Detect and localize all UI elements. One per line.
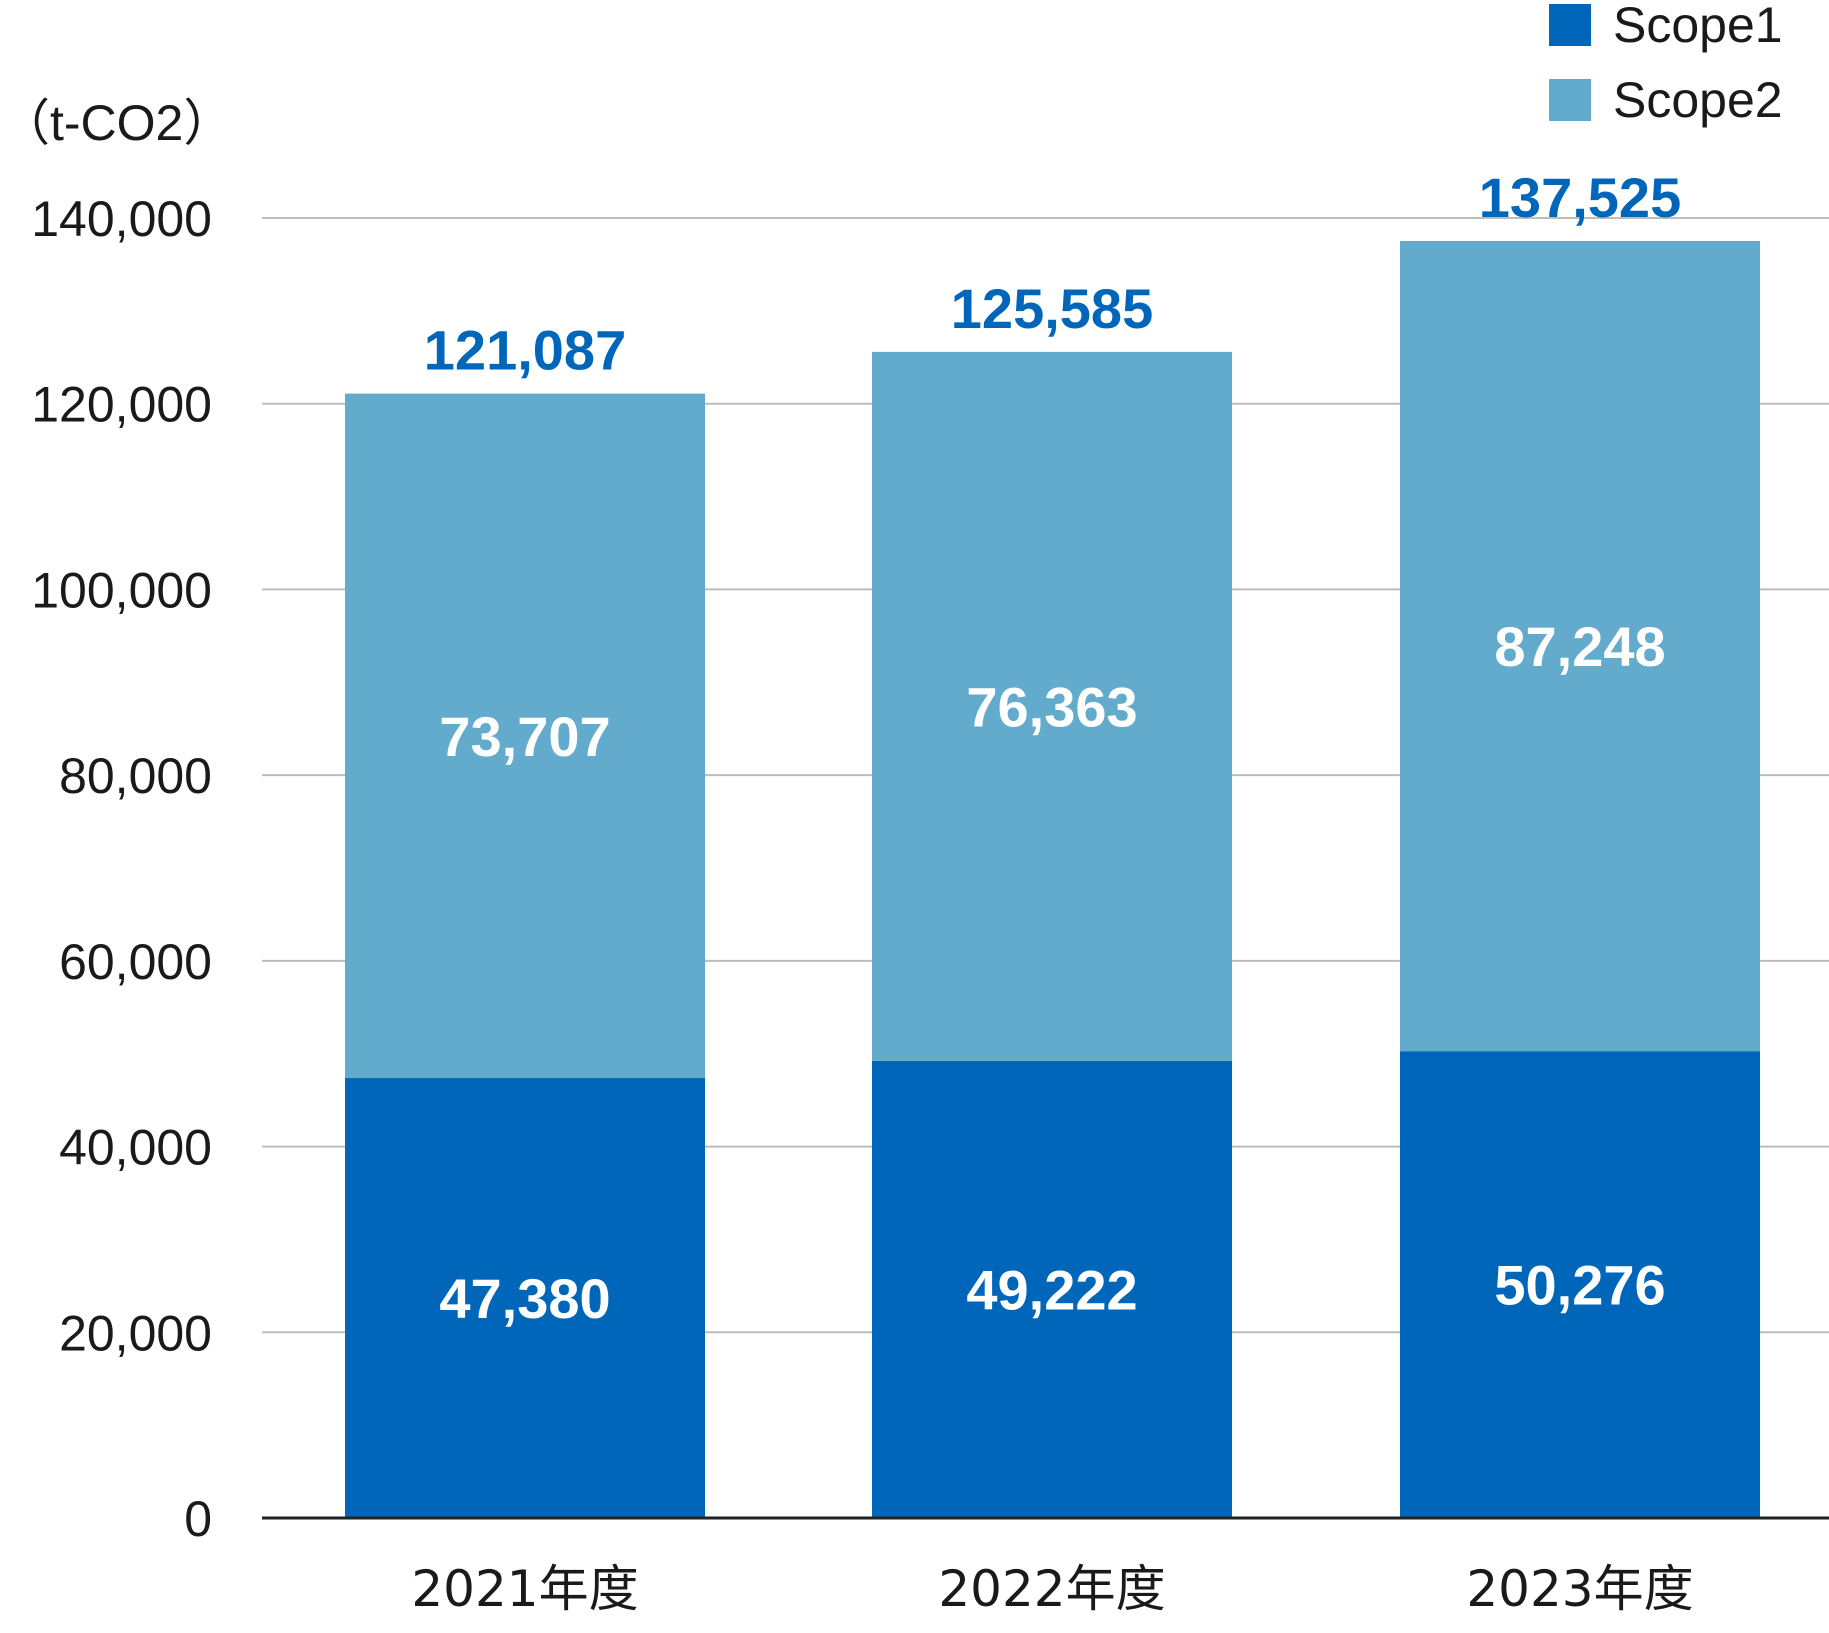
y-tick-label: 40,000 [59,1120,212,1176]
segment-labels: 47,380 73,707 49,222 76,363 50,276 87,248 [439,615,1665,1330]
bar-scope1-2 [1400,1051,1760,1518]
y-tick-label: 60,000 [59,934,212,990]
bar-scope1-1 [872,1060,1232,1518]
total-label: 125,585 [951,277,1153,340]
segment-label: 47,380 [439,1267,610,1330]
bars [345,240,1760,1518]
legend-swatch-scope1 [1549,4,1591,46]
total-label: 137,525 [1479,166,1681,229]
legend-label: Scope1 [1613,0,1783,53]
bar-scope2-0 [345,393,705,1079]
bar-scope2-1 [872,351,1232,1061]
x-tick-label: 2023年度 [1466,1560,1693,1618]
legend-swatch-scope2 [1549,79,1591,121]
bar-scope1-0 [345,1078,705,1518]
y-tick-label: 80,000 [59,748,212,804]
legend-label: Scope2 [1613,72,1783,128]
bar-scope2-2 [1400,240,1760,1052]
x-tick-label: 2022年度 [938,1560,1165,1618]
y-tick-label: 20,000 [59,1305,212,1361]
y-tick-label: 120,000 [31,377,212,433]
segment-label: 50,276 [1494,1254,1665,1317]
y-tick-label: 140,000 [31,191,212,247]
total-label: 121,087 [424,319,626,382]
y-axis-unit-label: （t-CO2） [0,95,233,151]
x-tick-label: 2021年度 [411,1560,638,1618]
x-axis-ticks: 2021年度 2022年度 2023年度 [411,1560,1693,1618]
total-labels: 121,087 125,585 137,525 [424,166,1681,382]
segment-label: 87,248 [1494,615,1665,678]
y-tick-label: 100,000 [31,562,212,618]
y-axis-ticks: 0 20,000 40,000 60,000 80,000 100,000 120,000 1… [31,191,212,1547]
segment-label: 49,222 [966,1258,1137,1321]
legend: Scope1 Scope2 [1549,0,1783,128]
segment-label: 76,363 [966,675,1137,738]
y-tick-label: 0 [184,1491,212,1547]
segment-label: 73,707 [439,705,610,768]
